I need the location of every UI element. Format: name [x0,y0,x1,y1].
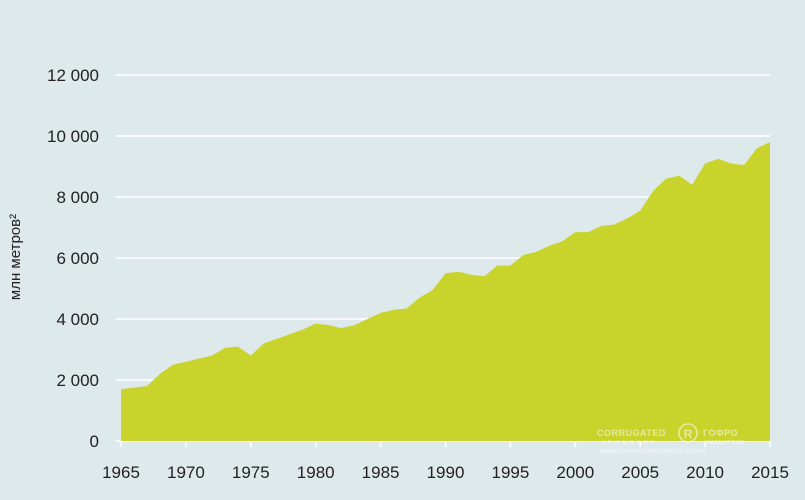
watermark-logo-right-2: ИНДУСТРИЯ [705,440,745,446]
x-tick-label: 1965 [102,463,140,482]
watermark-logo-left-1: CORRUGATED [597,428,666,438]
y-tick-label: 12 000 [47,66,99,85]
watermark-registered-symbol: R [684,427,693,441]
y-axis-title: млн метров² [7,214,24,300]
x-axis: 1965 1970 1975 1980 1985 1990 1995 2000 2005 2010… [102,441,789,482]
y-tick-label: 6 000 [56,249,99,268]
y-axis: 0 2 000 4 000 6 000 8 000 10 000 12 000 [47,66,99,451]
y-tick-label: 8 000 [56,188,99,207]
x-tick-label: 1995 [491,463,529,482]
x-tick-label: 1970 [167,463,205,482]
x-tick-label: 1985 [362,463,400,482]
x-tick-label: 1975 [232,463,270,482]
y-tick-label: 10 000 [47,127,99,146]
watermark-registered-circle [678,423,698,443]
y-tick-label: 2 000 [56,371,99,390]
plot-area [120,142,771,441]
x-tick-label: 1980 [297,463,335,482]
x-tick-label: 2005 [621,463,659,482]
area-series [121,142,770,441]
x-tick-label: 2000 [556,463,594,482]
watermark-url: www.corrugatedindustry.com [599,448,706,455]
y-tick-label: 0 [90,432,99,451]
y-tick-label: 4 000 [56,310,99,329]
watermark-logo-left-2: INDUSTRY [603,440,657,446]
x-tick-label: 2015 [751,463,789,482]
watermark-logo-right-1: ГОФРО [703,428,738,438]
x-tick-label: 2010 [686,463,724,482]
watermark: CORRUGATED INDUSTRY R ГОФРО ИНДУСТРИЯ ww… [597,423,745,455]
x-tick-label: 1990 [427,463,465,482]
